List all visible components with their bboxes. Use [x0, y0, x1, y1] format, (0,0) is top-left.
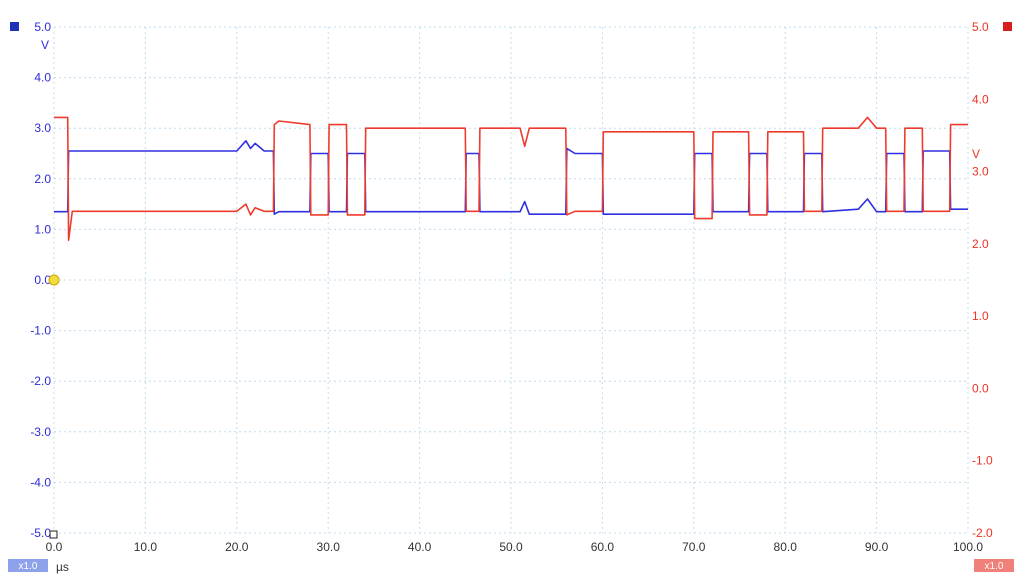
x-tick-label: 20.0 — [225, 540, 249, 554]
plot-decorations: x1.0 x1.0 — [8, 22, 1014, 572]
y-right-unit-label: V — [972, 147, 980, 161]
x-tick-label: 10.0 — [134, 540, 158, 554]
y-right-tick-label: 0.0 — [972, 381, 989, 395]
channel-b-zoom-text: x1.0 — [985, 561, 1004, 572]
y-left-tick-label: -4.0 — [30, 475, 51, 489]
y-right-tick-label: -1.0 — [972, 454, 993, 468]
x-unit-label: µs — [56, 560, 69, 574]
x-tick-label: 100.0 — [953, 540, 983, 554]
plot-traces — [54, 116, 968, 241]
x-tick-label: 90.0 — [865, 540, 889, 554]
y-left-tick-label: 5.0 — [34, 20, 51, 34]
y-left-tick-label: 2.0 — [34, 172, 51, 186]
x-tick-label: 60.0 — [591, 540, 615, 554]
x-tick-label: 0.0 — [46, 540, 63, 554]
channel-b-indicator-icon[interactable] — [1003, 22, 1012, 31]
axis-labels: 5.0 4.0 3.0 2.0 1.0 0.0 -1.0 -2.0 -3.0 -4.0 -5.0 V 5… — [30, 20, 993, 574]
y-left-unit-label: V — [41, 38, 49, 52]
y-left-tick-label: -2.0 — [30, 374, 51, 388]
x-tick-label: 30.0 — [317, 540, 341, 554]
y-left-tick-label: 3.0 — [34, 121, 51, 135]
ground-level-marker-icon[interactable] — [48, 274, 60, 286]
y-left-tick-label: -1.0 — [30, 324, 51, 338]
x-tick-label: 50.0 — [499, 540, 523, 554]
y-left-tick-label: -3.0 — [30, 425, 51, 439]
x-tick-label: 70.0 — [682, 540, 706, 554]
trace-channel-b — [54, 116, 968, 241]
trigger-marker-icon[interactable] — [49, 530, 58, 539]
y-left-tick-label: 1.0 — [34, 222, 51, 236]
y-left-tick-label: -5.0 — [30, 526, 51, 540]
y-right-tick-label: 1.0 — [972, 309, 989, 323]
y-right-tick-label: -2.0 — [972, 526, 993, 540]
y-right-tick-label: 3.0 — [972, 165, 989, 179]
channel-a-zoom-text: x1.0 — [19, 561, 38, 572]
y-right-tick-label: 4.0 — [972, 92, 989, 106]
trace-channel-a — [54, 140, 968, 215]
plot-grid — [53, 26, 969, 534]
y-left-tick-label: 0.0 — [34, 273, 51, 287]
x-tick-label: 80.0 — [774, 540, 798, 554]
y-right-tick-label: 2.0 — [972, 237, 989, 251]
channel-a-indicator-icon[interactable] — [10, 22, 19, 31]
y-left-tick-label: 4.0 — [34, 71, 51, 85]
channel-a-zoom-badge[interactable] — [8, 559, 48, 572]
channel-b-zoom-badge[interactable] — [974, 559, 1014, 572]
x-tick-label: 40.0 — [408, 540, 432, 554]
y-right-tick-label: 5.0 — [972, 20, 989, 34]
